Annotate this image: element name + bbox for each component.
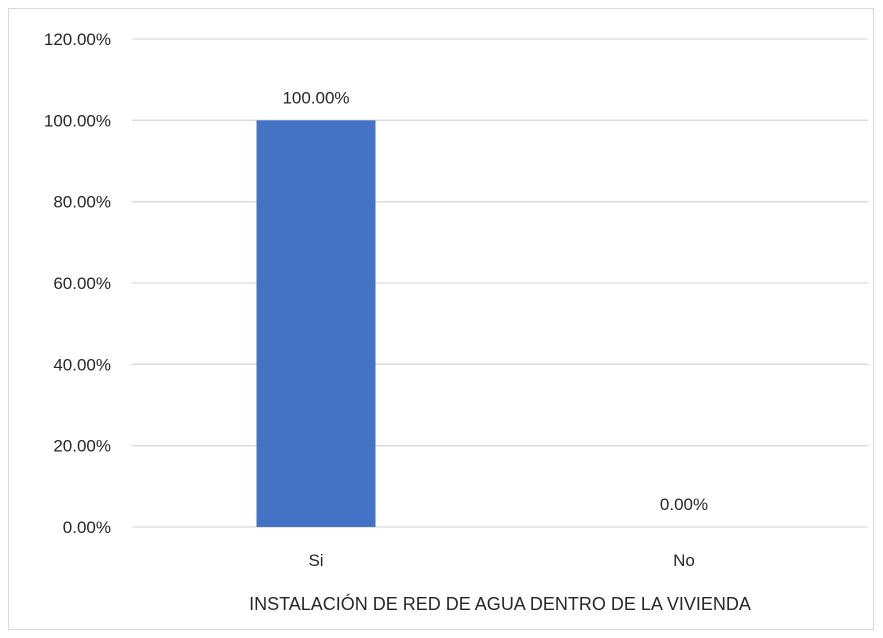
x-tick-label-si: Si xyxy=(308,551,323,570)
data-label-no: 0.00% xyxy=(660,495,708,514)
x-tick-label-no: No xyxy=(673,551,695,570)
x-axis-title: INSTALACIÓN DE RED DE AGUA DENTRO DE LA … xyxy=(249,593,751,614)
data-labels: 100.00% 0.00% xyxy=(282,88,708,514)
y-tick-label: 120.00% xyxy=(44,30,111,49)
y-tick-label: 20.00% xyxy=(53,437,111,456)
data-label-si: 100.00% xyxy=(282,88,349,107)
y-tick-label: 100.00% xyxy=(44,111,111,130)
y-tick-label: 0.00% xyxy=(63,518,111,537)
y-tick-label: 60.00% xyxy=(53,274,111,293)
gridlines xyxy=(132,38,868,528)
bars xyxy=(256,120,376,527)
y-tick-label: 40.00% xyxy=(53,355,111,374)
bar-si xyxy=(256,120,376,527)
y-tick-label: 80.00% xyxy=(53,193,111,212)
x-axis-ticks: Si No xyxy=(308,551,694,570)
y-axis-ticks: 0.00% 20.00% 40.00% 60.00% 80.00% 100.00% 120.… xyxy=(44,30,111,537)
chart-frame xyxy=(8,8,874,630)
